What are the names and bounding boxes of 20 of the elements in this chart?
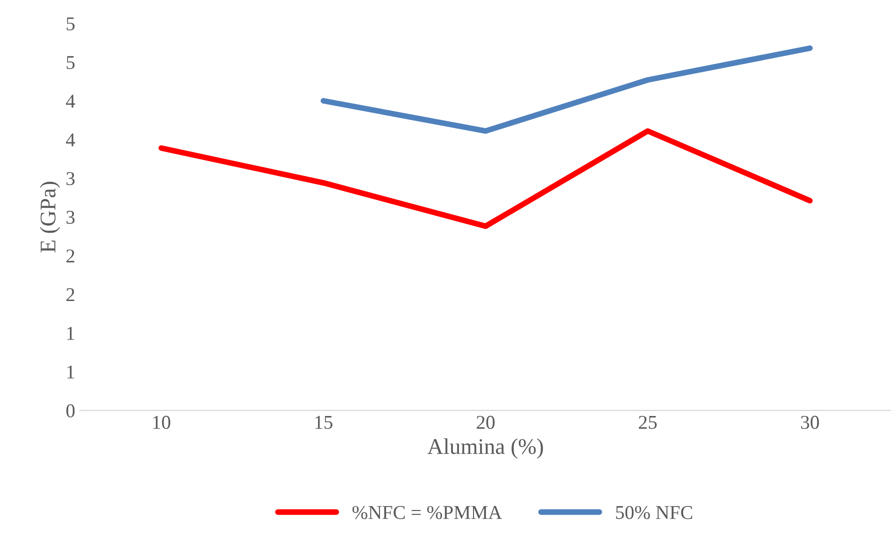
y-tick-label: 5 xyxy=(66,56,75,70)
y-tick-label: 2 xyxy=(66,249,74,262)
y-tick-label: 5 xyxy=(66,17,75,30)
y-axis-title: E (GPa) xyxy=(40,182,60,252)
legend-label: %NFC = %PMMA xyxy=(352,506,502,520)
y-tick-label: 4 xyxy=(66,133,76,146)
y-tick-label: 0 xyxy=(66,404,75,418)
y-tick-label: 4 xyxy=(66,94,76,108)
x-tick-label: 25 xyxy=(638,416,657,429)
x-axis-title: Alumina (%) xyxy=(428,438,543,459)
y-tick-label: 1 xyxy=(67,326,74,340)
x-tick-label: 15 xyxy=(315,416,332,429)
x-tick-label: 10 xyxy=(153,416,170,429)
x-tick-label: 20 xyxy=(476,416,495,429)
y-tick-label: 2 xyxy=(66,288,74,302)
y-tick-label: 3 xyxy=(66,172,75,186)
y-tick-label: 3 xyxy=(66,210,75,224)
y-tick-label: 1 xyxy=(67,366,74,378)
legend-label: 50% NFC xyxy=(616,506,692,520)
x-tick-label: 30 xyxy=(801,416,819,429)
